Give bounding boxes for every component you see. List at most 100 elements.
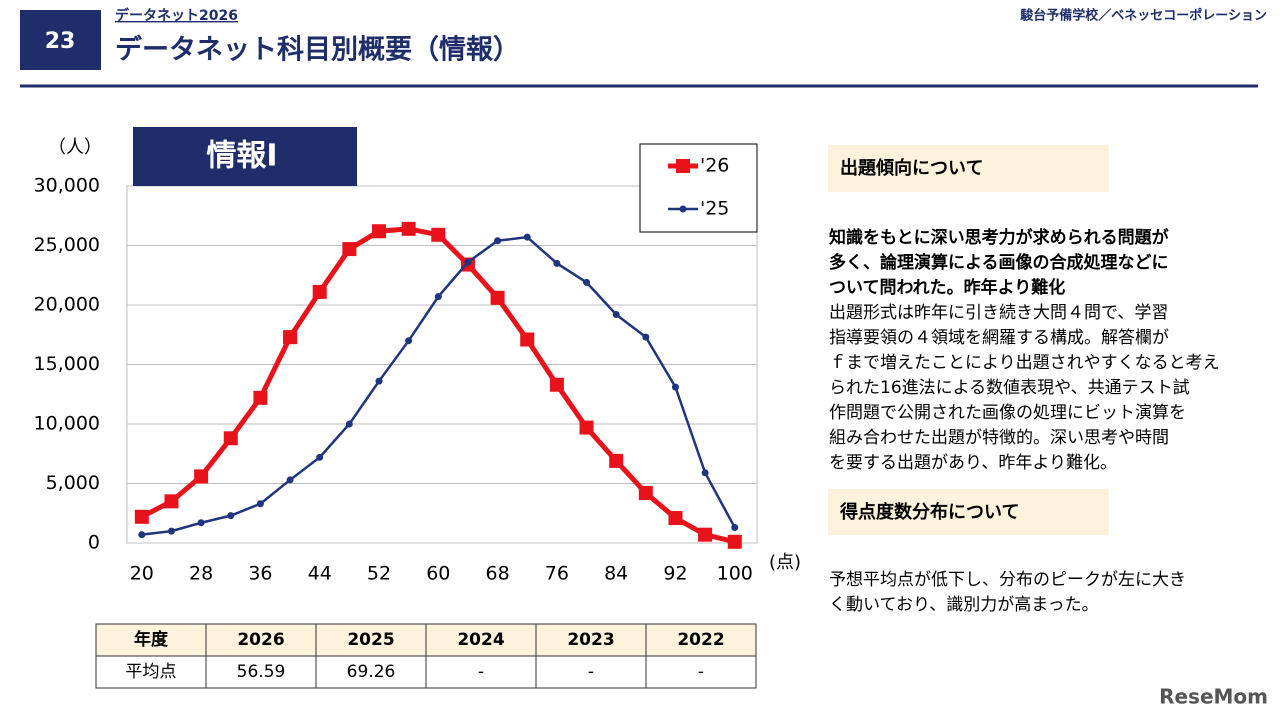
marker [253,390,268,405]
marker [434,293,442,301]
marker [579,420,594,435]
panel-text: 指導要領の４領域を網羅する構成。解答欄が [829,328,1169,348]
panel-bold-text: ついて問われた。昨年より難化 [829,277,1065,298]
marker [727,534,742,549]
x-tick-label: 84 [604,563,628,585]
marker [701,469,709,477]
number-box [20,10,101,70]
marker [227,512,235,520]
panel-text: く動いており、識別力が高まった。 [829,595,1099,615]
x-tick-label: 36 [248,563,272,585]
marker [283,330,298,345]
table-header: 2024 [457,630,504,650]
watermark: ReseMom [1159,685,1268,709]
marker [464,258,472,266]
table-cell-text: - [478,662,484,682]
marker [431,227,446,242]
legend-marker [679,205,687,213]
panel-text: を要する出題があり、昨年より難化。 [829,453,1117,473]
y-tick-label: 0 [88,532,100,554]
table-cell [315,655,427,689]
marker [223,431,238,446]
x-tick-label: 92 [663,563,687,585]
table-cell-text: 56.59 [237,662,286,682]
table-header: 2025 [347,630,394,650]
table-header: 年度 [134,629,169,650]
y-tick-label: 10,000 [34,413,100,435]
marker [494,237,502,245]
x-tick-label: 28 [189,563,213,585]
marker [372,224,386,239]
panel-bold-text: 多く、論理演算による画像の合成処理などに [829,252,1169,273]
legend-marker [676,159,690,173]
table-cell-text: - [588,662,594,682]
table-cell [425,655,537,689]
panel-bold-text: 知識をもとに深い思考力が求められる問題が [828,227,1169,248]
marker [345,420,353,428]
marker [312,284,327,299]
marker [164,494,179,509]
table-header: 2022 [677,630,724,650]
marker [609,453,624,468]
panel-text: 組み合わせた出題が特徴的。深い思考や時間 [829,428,1169,448]
marker [731,524,739,532]
table-header: 2023 [567,630,614,650]
table-cell-text: 平均点 [126,662,177,682]
legend-box [639,143,758,233]
source: 駿台予備学校／ベネッセコーポレーション [1020,8,1267,24]
chart-title: 情報Ⅰ [206,139,277,174]
marker [256,500,264,508]
table-cell-text: - [698,662,704,682]
marker [490,290,505,305]
score-table: 年度 2026 2025 2024 2023 2022 平均点 56.59 69.26 - - - [95,623,757,689]
x-tick-label: 100 [717,563,753,585]
marker [523,233,531,241]
marker [194,469,209,484]
marker [197,519,205,527]
marker [698,527,713,542]
marker [342,242,357,257]
panel-heading: 出題傾向について [840,157,983,179]
marker [167,527,175,535]
kicker: データネット2026 [115,7,238,24]
table-header: 2026 [237,630,284,650]
chart-title-box [133,127,357,186]
slide-number: 23 [45,29,76,54]
marker [316,453,324,461]
x-unit: (点) [769,552,801,573]
panel-text: ｆまで増えたことにより出題されやすくなると考え [829,353,1220,373]
table-cell [535,655,647,689]
x-tick-label: 68 [485,563,509,585]
heading-box [828,489,1109,535]
marker [549,377,564,392]
marker [520,332,535,347]
marker [375,377,383,385]
y-tick-label: 15,000 [34,353,100,375]
marker [286,476,294,484]
marker [583,278,591,286]
plot-frame [126,185,758,544]
table-cell [645,655,757,689]
marker [138,531,146,539]
table-cell-text: 69.26 [347,662,396,682]
marker [401,221,416,236]
marker [612,311,620,319]
y-tick-label: 20,000 [34,294,100,316]
y-tick-label: 25,000 [34,234,100,256]
table-header-cell [315,623,427,657]
marker [134,509,149,524]
marker [671,383,679,391]
marker [642,333,650,341]
legend-label: '25 [700,198,729,220]
legend-label: '26 [700,155,729,177]
table-cell [95,655,207,689]
panel-text: 作問題で公開された画像の処理にビット演算を [829,403,1186,423]
panel-text: 予想平均点が低下し、分布のピークが左に大き [829,570,1186,590]
x-tick-label: 76 [545,563,569,585]
y-tick-label: 30,000 [34,175,100,197]
marker [668,511,683,526]
panel-text: 出題形式は昨年に引き続き大問４問で、学習 [829,303,1168,323]
